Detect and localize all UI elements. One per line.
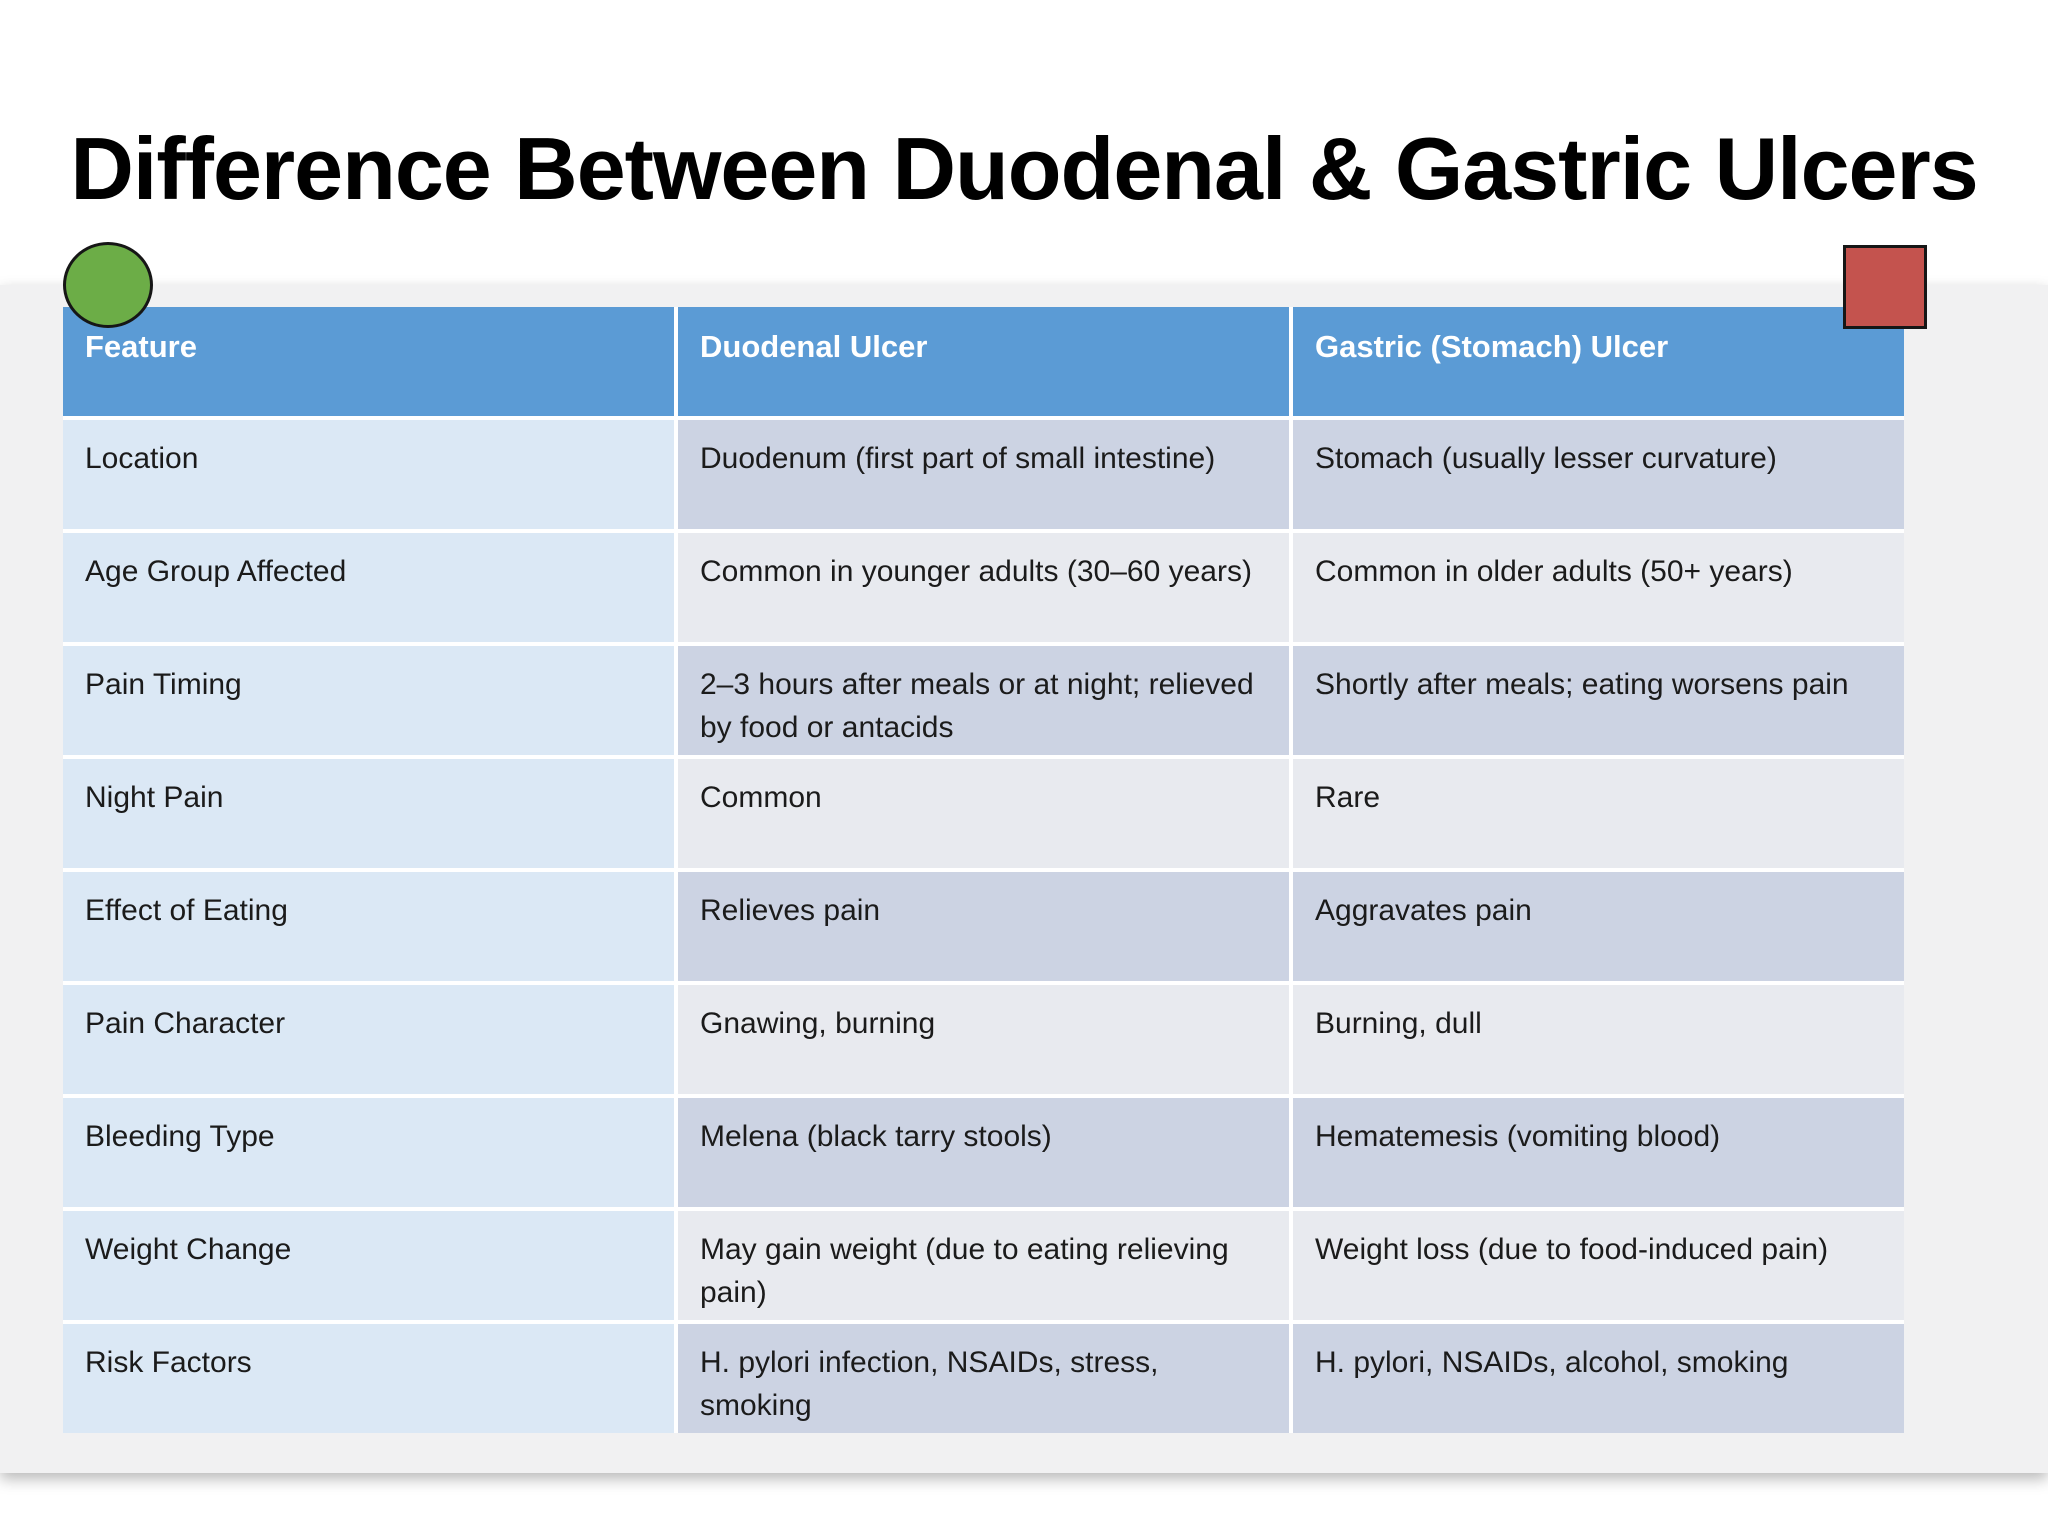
green-circle-shape [63, 242, 153, 328]
feature-cell-effect-of-eating: Effect of Eating [63, 872, 674, 981]
comparison-table: Feature Duodenal Ulcer Gastric (Stomach)… [63, 307, 1904, 1433]
feature-cell-location: Location [63, 420, 674, 529]
duodenal-cell-age-group: Common in younger adults (30–60 years) [678, 533, 1289, 642]
gastric-cell-risk-factors: H. pylori, NSAIDs, alcohol, smoking [1293, 1324, 1904, 1433]
duodenal-cell-night-pain: Common [678, 759, 1289, 868]
duodenal-cell-pain-timing: 2–3 hours after meals or at night; relie… [678, 646, 1289, 755]
duodenal-cell-weight-change: May gain weight (due to eating relieving… [678, 1211, 1289, 1320]
red-square-shape [1843, 245, 1927, 329]
duodenal-cell-bleeding-type: Melena (black tarry stools) [678, 1098, 1289, 1207]
slide-title: Difference Between Duodenal & Gastric Ul… [70, 119, 1978, 218]
duodenal-cell-location: Duodenum (first part of small intestine) [678, 420, 1289, 529]
column-header-duodenal: Duodenal Ulcer [678, 307, 1289, 416]
feature-cell-night-pain: Night Pain [63, 759, 674, 868]
gastric-cell-effect-of-eating: Aggravates pain [1293, 872, 1904, 981]
duodenal-cell-pain-character: Gnawing, burning [678, 985, 1289, 1094]
feature-cell-age-group: Age Group Affected [63, 533, 674, 642]
gastric-cell-weight-change: Weight loss (due to food-induced pain) [1293, 1211, 1904, 1320]
gastric-cell-age-group: Common in older adults (50+ years) [1293, 533, 1904, 642]
gastric-cell-pain-character: Burning, dull [1293, 985, 1904, 1094]
gastric-cell-location: Stomach (usually lesser curvature) [1293, 420, 1904, 529]
feature-cell-bleeding-type: Bleeding Type [63, 1098, 674, 1207]
gastric-cell-bleeding-type: Hematemesis (vomiting blood) [1293, 1098, 1904, 1207]
duodenal-cell-effect-of-eating: Relieves pain [678, 872, 1289, 981]
feature-cell-pain-timing: Pain Timing [63, 646, 674, 755]
feature-cell-pain-character: Pain Character [63, 985, 674, 1094]
column-header-feature: Feature [63, 307, 674, 416]
gastric-cell-night-pain: Rare [1293, 759, 1904, 868]
feature-cell-weight-change: Weight Change [63, 1211, 674, 1320]
column-header-gastric: Gastric (Stomach) Ulcer [1293, 307, 1904, 416]
gastric-cell-pain-timing: Shortly after meals; eating worsens pain [1293, 646, 1904, 755]
feature-cell-risk-factors: Risk Factors [63, 1324, 674, 1433]
duodenal-cell-risk-factors: H. pylori infection, NSAIDs, stress, smo… [678, 1324, 1289, 1433]
